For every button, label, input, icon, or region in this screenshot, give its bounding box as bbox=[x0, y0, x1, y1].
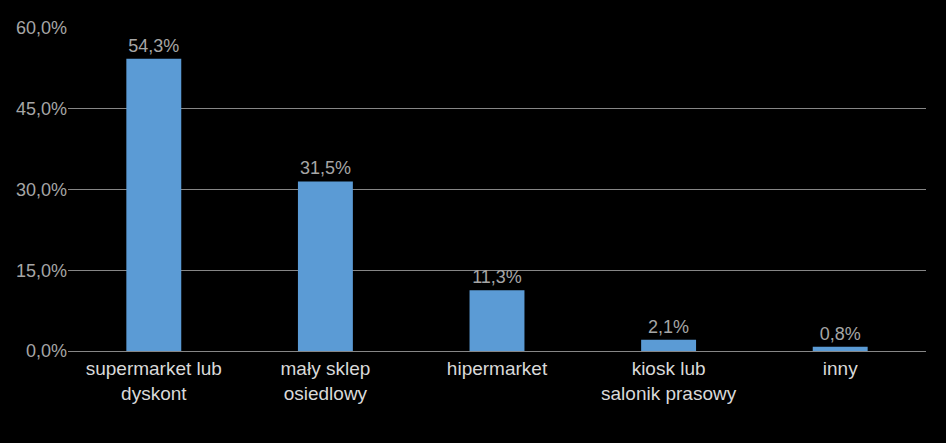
svg-text:0,0%: 0,0% bbox=[26, 341, 67, 361]
svg-text:inny: inny bbox=[823, 358, 858, 379]
svg-text:54,3%: 54,3% bbox=[128, 36, 179, 56]
svg-text:45,0%: 45,0% bbox=[16, 99, 67, 119]
svg-text:31,5%: 31,5% bbox=[300, 158, 351, 178]
svg-text:15,0%: 15,0% bbox=[16, 261, 67, 281]
svg-text:kiosk lubsalonik prasowy: kiosk lubsalonik prasowy bbox=[601, 358, 737, 404]
svg-text:30,0%: 30,0% bbox=[16, 180, 67, 200]
svg-text:supermarket lubdyskont: supermarket lubdyskont bbox=[86, 358, 222, 404]
svg-text:11,3%: 11,3% bbox=[472, 267, 522, 287]
svg-text:hipermarket: hipermarket bbox=[447, 358, 548, 379]
svg-text:0,8%: 0,8% bbox=[820, 324, 861, 344]
svg-text:mały skleposiedlowy: mały skleposiedlowy bbox=[281, 358, 371, 404]
svg-text:2,1%: 2,1% bbox=[648, 317, 689, 337]
svg-text:60,0%: 60,0% bbox=[16, 18, 67, 38]
